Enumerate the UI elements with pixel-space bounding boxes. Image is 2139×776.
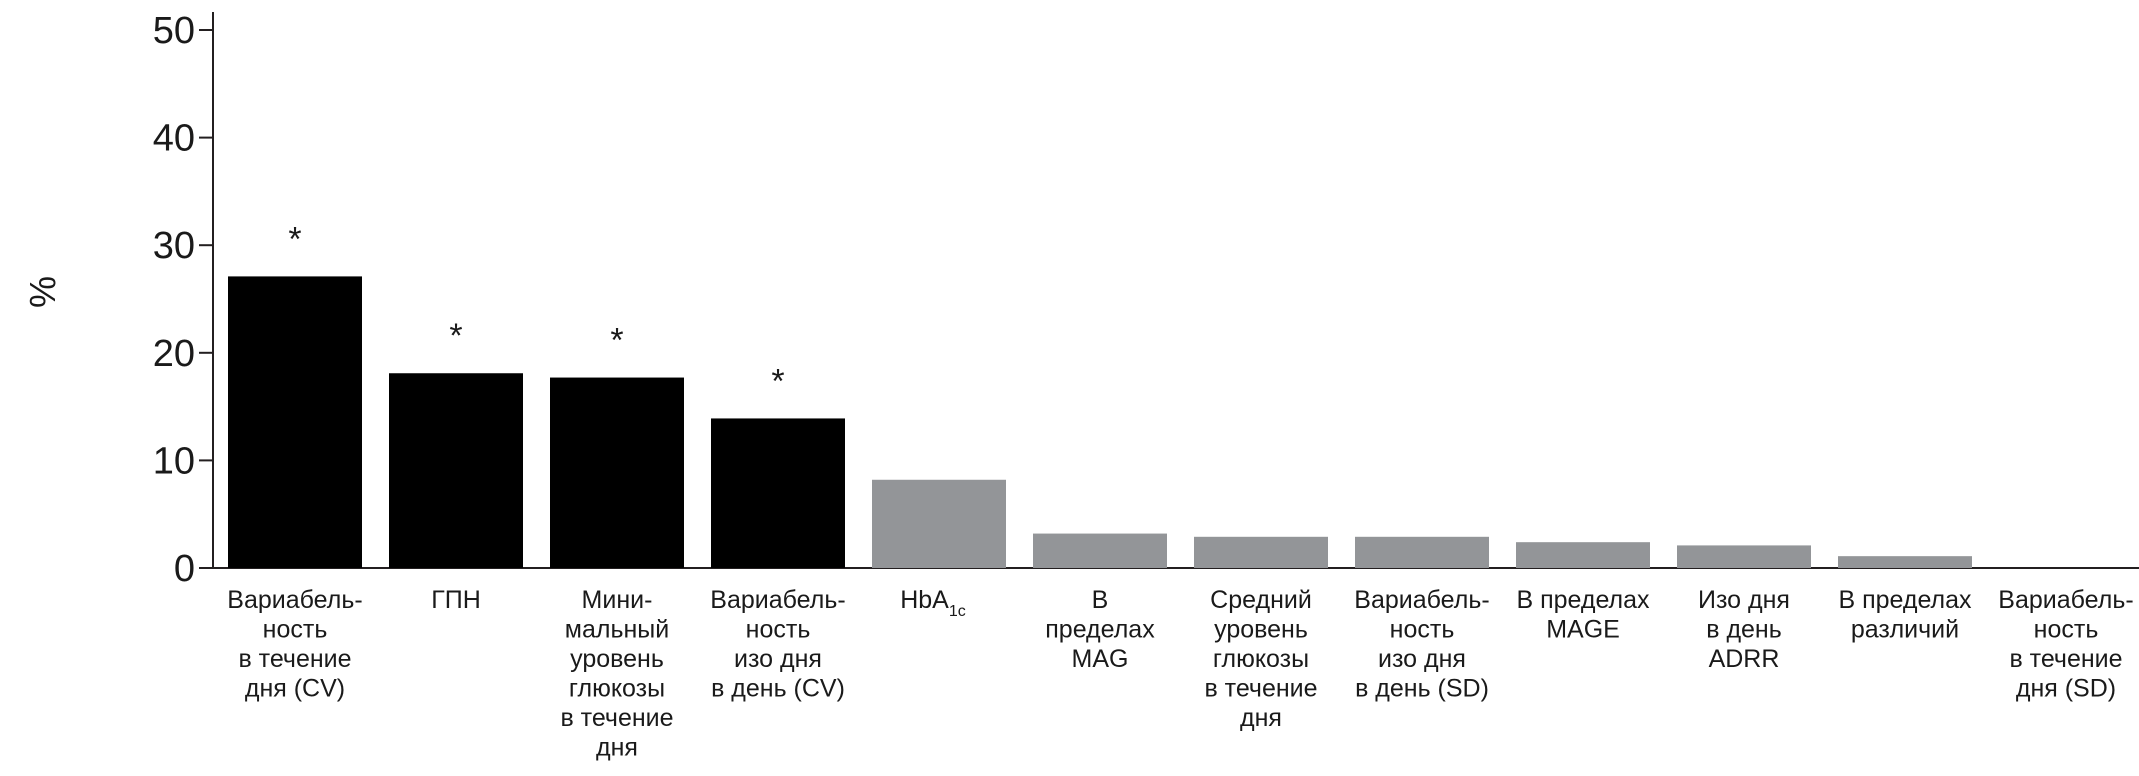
category-label-line: ность: [1390, 616, 1455, 644]
y-tick-label: 30: [153, 225, 195, 267]
category-label-line: дня: [1240, 704, 1282, 732]
category-label-line: пределах: [1045, 616, 1155, 644]
category-label-line: ГПН: [431, 586, 481, 614]
significance-markers: * * * *: [288, 220, 784, 400]
category-label-line: Вариабель-: [710, 586, 845, 614]
category-label-line: ность: [263, 616, 328, 644]
category-label-line: дня: [596, 734, 638, 762]
significance-asterisk: *: [449, 317, 462, 355]
category-label-line: Вариабель-: [1354, 586, 1489, 614]
bar-10: [1677, 545, 1811, 568]
category-label-line: Изо дня: [1698, 586, 1790, 614]
category-label-line: В: [1092, 586, 1109, 614]
y-axis: 0 10 20 30 40 50: [153, 10, 214, 590]
bar-6: [1033, 533, 1167, 568]
bar-9: [1516, 542, 1650, 568]
bars: [228, 276, 1972, 568]
category-label-line: в течение: [2009, 645, 2122, 673]
category-label-line: уровень: [1214, 616, 1308, 644]
category-label-line: изо дня: [734, 645, 822, 673]
bar-7: [1194, 536, 1328, 568]
category-label-line: изо дня: [1378, 645, 1466, 673]
bar-1: [228, 276, 362, 568]
category-label-line: Мини-: [582, 586, 653, 614]
category-label-line: ность: [746, 616, 811, 644]
bar-2: [389, 373, 523, 568]
y-tick-label: 10: [153, 440, 195, 482]
category-label-line: в течение: [1204, 675, 1317, 703]
y-tick-label: 50: [153, 10, 195, 52]
category-label-subscript: 1c: [949, 603, 966, 620]
category-label-line: мальный: [565, 616, 669, 644]
category-label-line: уровень: [570, 645, 664, 673]
category-label-line: глюкозы: [569, 675, 665, 703]
y-tick-label: 40: [153, 118, 195, 160]
category-label-line: в течение: [560, 704, 673, 732]
category-label-line: ADRR: [1709, 645, 1780, 673]
bar-8: [1355, 536, 1489, 568]
bar-11: [1838, 556, 1972, 568]
y-tick-label: 0: [174, 548, 195, 590]
category-label-line: MAG: [1072, 645, 1129, 673]
category-label-line: в день (SD): [1355, 675, 1489, 703]
bar-4: [711, 418, 845, 568]
y-axis-title: %: [22, 276, 63, 308]
category-label-line: Вариабель-: [1998, 586, 2133, 614]
significance-asterisk: *: [771, 362, 784, 400]
category-label-line: Средний: [1210, 586, 1312, 614]
category-label-line: В пределах: [1838, 586, 1972, 614]
bar-5: [872, 479, 1006, 568]
category-label-2: ГПН: [431, 586, 481, 614]
category-label-line: дня (SD): [2016, 675, 2116, 703]
category-label-line: в день (CV): [711, 675, 845, 703]
bar-3: [550, 377, 684, 568]
significance-asterisk: *: [288, 220, 301, 258]
y-tick-label: 20: [153, 333, 195, 375]
category-label-line: HbA1c: [900, 586, 966, 620]
category-label-5: HbA1c: [900, 586, 966, 620]
category-label-line: MAGE: [1546, 616, 1620, 644]
category-label-line: ность: [2034, 616, 2099, 644]
category-label-line: в день: [1706, 616, 1782, 644]
category-label-line: различий: [1851, 616, 1959, 644]
category-label-line: дня (CV): [245, 675, 345, 703]
category-label-line: Вариабель-: [227, 586, 362, 614]
category-label-line: в течение: [238, 645, 351, 673]
significance-asterisk: *: [610, 322, 623, 360]
category-label-line: глюкозы: [1213, 645, 1309, 673]
category-label-line: В пределах: [1516, 586, 1650, 614]
